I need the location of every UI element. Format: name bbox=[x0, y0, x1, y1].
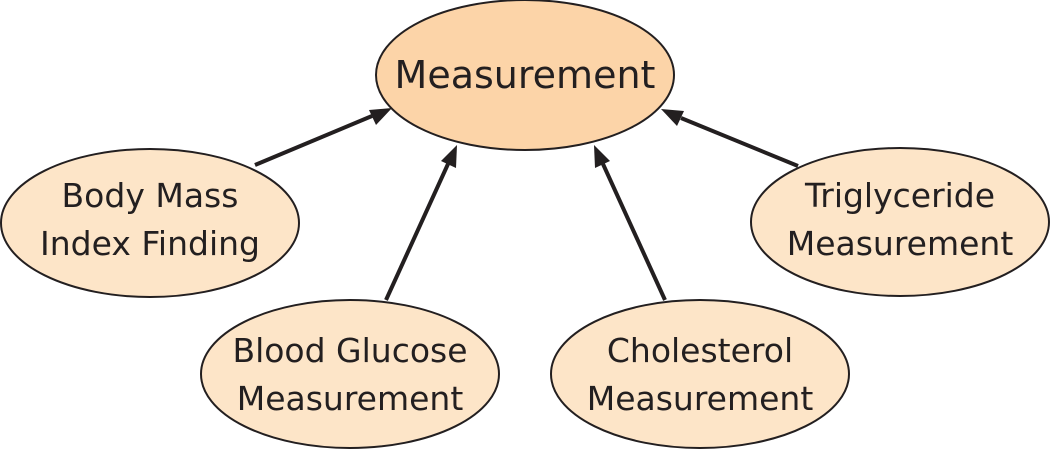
node-blood-glucose-measurement: Blood Glucose Measurement bbox=[200, 299, 500, 449]
node-measurement-label: Measurement bbox=[395, 53, 656, 97]
arrowhead-triglyceride bbox=[661, 109, 684, 126]
arrowhead-glucose bbox=[441, 145, 457, 168]
node-cholesterol-measurement-label-line1: Cholesterol bbox=[607, 331, 793, 370]
node-cholesterol-measurement-label-line2: Measurement bbox=[587, 379, 814, 418]
node-cholesterol-measurement-shape bbox=[550, 299, 850, 449]
node-measurement: Measurement bbox=[375, 0, 675, 151]
node-body-mass-index-finding-shape bbox=[0, 148, 300, 298]
node-blood-glucose-measurement-label-line2: Measurement bbox=[237, 379, 464, 418]
edge-bmi-to-measurement bbox=[254, 114, 373, 167]
arrowhead-bmi bbox=[369, 108, 392, 125]
arrowhead-cholesterol bbox=[594, 145, 610, 168]
node-cholesterol-measurement: Cholesterol Measurement bbox=[550, 299, 850, 449]
edge-triglyceride-to-measurement bbox=[680, 116, 799, 168]
node-triglyceride-measurement: Triglyceride Measurement bbox=[750, 147, 1050, 297]
node-triglyceride-measurement-shape bbox=[750, 147, 1050, 297]
node-triglyceride-measurement-label-line1: Triglyceride bbox=[804, 176, 995, 215]
node-measurement-shape bbox=[375, 0, 675, 151]
node-body-mass-index-finding-label-line1: Body Mass bbox=[62, 176, 239, 215]
edge-cholesterol-to-measurement bbox=[601, 163, 667, 301]
node-body-mass-index-finding: Body Mass Index Finding bbox=[0, 148, 300, 298]
node-triglyceride-measurement-label-line2: Measurement bbox=[787, 224, 1014, 263]
edges bbox=[254, 108, 799, 301]
node-blood-glucose-measurement-shape bbox=[200, 299, 500, 449]
edge-glucose-to-measurement bbox=[384, 163, 450, 301]
node-body-mass-index-finding-label-line2: Index Finding bbox=[40, 224, 260, 263]
node-blood-glucose-measurement-label-line1: Blood Glucose bbox=[232, 331, 467, 370]
